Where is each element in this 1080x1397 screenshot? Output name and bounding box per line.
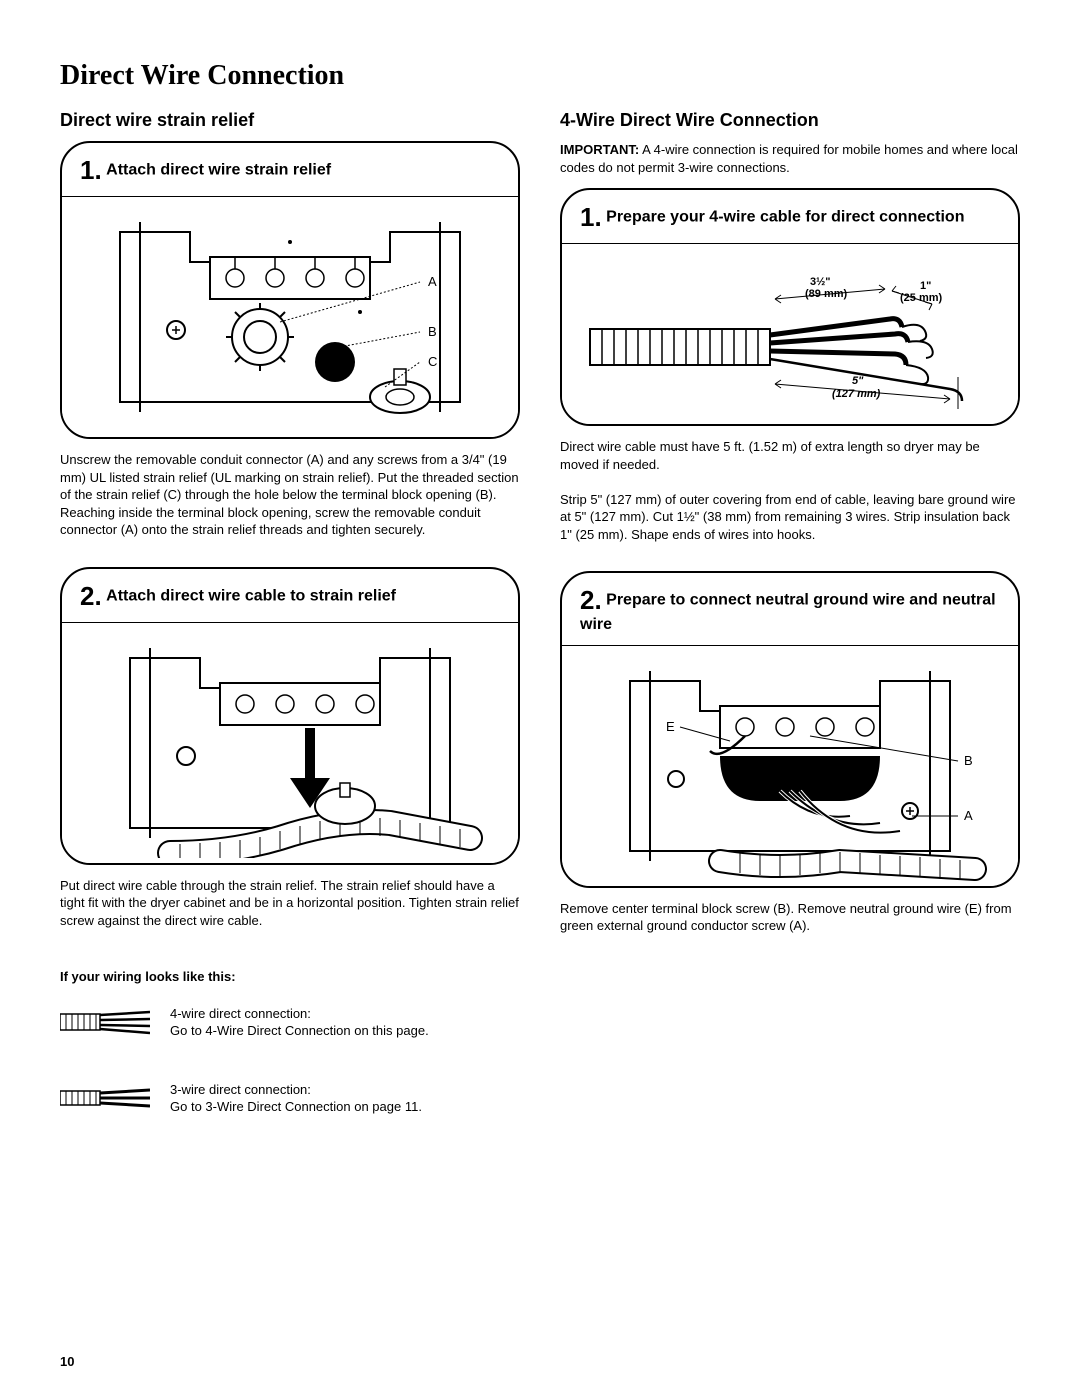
svg-text:A: A (964, 808, 973, 823)
figure-right-step1-art: 3½" (89 mm) 1" (25 mm) 5" (127 mm) (562, 244, 1018, 424)
figure-left-step1: 1. Attach direct wire strain relief (60, 141, 520, 439)
svg-text:A: A (428, 274, 437, 289)
step-title: Attach direct wire strain relief (106, 162, 331, 179)
wiring-3wire-text: 3-wire direct connection: Go to 3-Wire D… (170, 1081, 422, 1116)
left-column: Direct wire strain relief 1. Attach dire… (60, 110, 520, 1154)
figure-left-step2-header: 2. Attach direct wire cable to strain re… (62, 569, 518, 623)
step-number: 2. (580, 585, 602, 616)
svg-text:3½": 3½" (810, 276, 831, 288)
page-number: 10 (60, 1354, 74, 1369)
step-title: Prepare to connect neutral ground wire a… (580, 592, 996, 634)
cable-4wire-icon (60, 1002, 150, 1042)
figure-right-step1-header: 1. Prepare your 4-wire cable for direct … (562, 190, 1018, 244)
right-subheading: 4-Wire Direct Wire Connection (560, 110, 1020, 131)
left-step1-text: Unscrew the removable conduit connector … (60, 451, 520, 539)
content-columns: Direct wire strain relief 1. Attach dire… (60, 110, 1020, 1154)
step-number: 2. (80, 581, 102, 612)
page-title: Direct Wire Connection (60, 60, 1020, 92)
svg-text:(127 mm): (127 mm) (832, 388, 881, 400)
figure-left-step2-art (62, 623, 518, 863)
important-note: IMPORTANT: A 4-wire connection is requir… (560, 141, 1020, 176)
svg-text:B: B (428, 324, 437, 339)
svg-text:5": 5" (852, 375, 864, 387)
step-number: 1. (80, 155, 102, 186)
wiring-4wire-text: 4-wire direct connection: Go to 4-Wire D… (170, 1005, 429, 1040)
cable-3wire-icon (60, 1078, 150, 1118)
svg-text:B: B (964, 753, 973, 768)
figure-left-step1-header: 1. Attach direct wire strain relief (62, 143, 518, 197)
important-label: IMPORTANT: (560, 142, 639, 157)
figure-left-step1-art: A B C (62, 197, 518, 437)
figure-right-step2-header: 2. Prepare to connect neutral ground wir… (562, 573, 1018, 645)
svg-text:1": 1" (920, 280, 931, 292)
right-step2-text: Remove center terminal block screw (B). … (560, 900, 1020, 935)
svg-text:(89 mm): (89 mm) (805, 288, 848, 300)
wiring-check-section: If your wiring looks like this: 4-wire d… (60, 969, 520, 1118)
figure-right-step1: 1. Prepare your 4-wire cable for direct … (560, 188, 1020, 426)
right-step1-text: Direct wire cable must have 5 ft. (1.52 … (560, 438, 1020, 543)
figure-right-step2-art: E B A (562, 646, 1018, 886)
right-column: 4-Wire Direct Wire Connection IMPORTANT:… (560, 110, 1020, 1154)
left-subheading: Direct wire strain relief (60, 110, 520, 131)
svg-text:(25 mm): (25 mm) (900, 292, 943, 304)
wiring-check-heading: If your wiring looks like this: (60, 969, 520, 984)
figure-right-step2: 2. Prepare to connect neutral ground wir… (560, 571, 1020, 887)
figure-left-step2: 2. Attach direct wire cable to strain re… (60, 567, 520, 865)
step-title: Attach direct wire cable to strain relie… (106, 587, 396, 604)
wiring-option-4wire: 4-wire direct connection: Go to 4-Wire D… (60, 1002, 520, 1042)
svg-text:C: C (428, 354, 437, 369)
step-number: 1. (580, 202, 602, 233)
step-title: Prepare your 4-wire cable for direct con… (606, 209, 964, 226)
wiring-option-3wire: 3-wire direct connection: Go to 3-Wire D… (60, 1078, 520, 1118)
left-step2-text: Put direct wire cable through the strain… (60, 877, 520, 930)
svg-text:E: E (666, 719, 675, 734)
